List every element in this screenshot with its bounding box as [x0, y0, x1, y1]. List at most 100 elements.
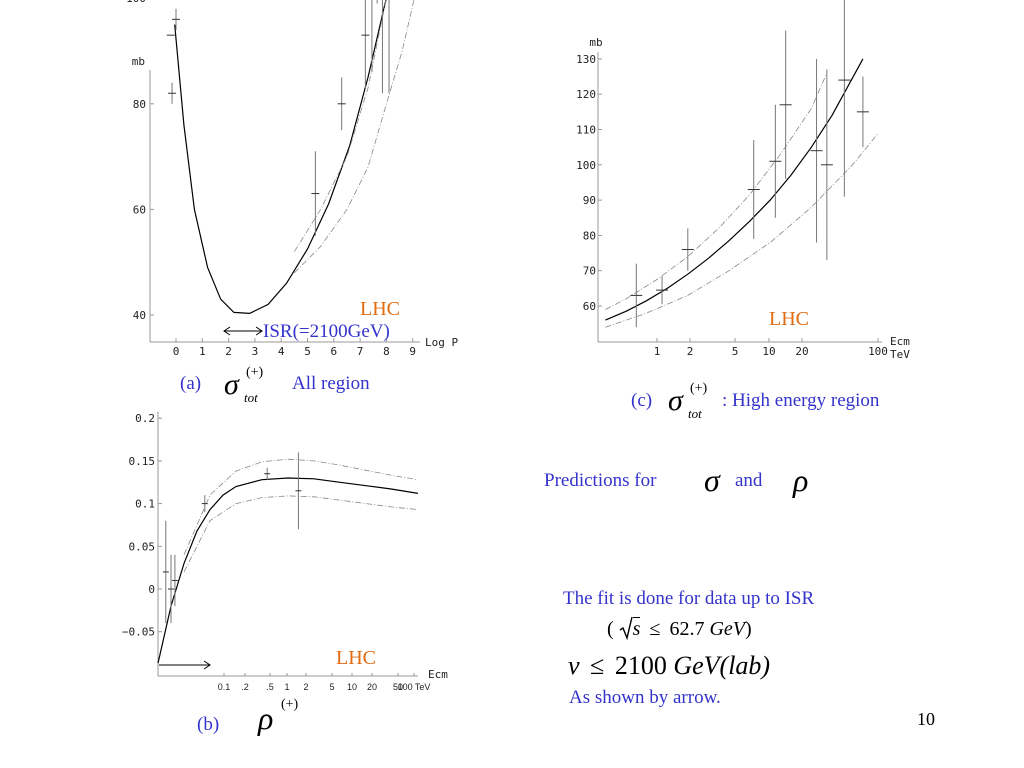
x-tick-label-b: 5: [329, 682, 334, 692]
y-tick-label-c: 110: [576, 124, 596, 137]
nu-symbol: ν: [568, 651, 580, 680]
page-number: 10: [917, 709, 935, 729]
x-tick-label-c: 10: [762, 345, 775, 358]
x-tick-label-a: 9: [409, 345, 416, 358]
x-tick-label-a: 8: [383, 345, 390, 358]
x-tick-label-a: 5: [304, 345, 311, 358]
fit-curve-c: [605, 58, 864, 321]
x-tick-label-a: 0: [173, 345, 180, 358]
y-tick-label-b: −0.05: [122, 626, 155, 639]
y-axis-label-c: mb: [589, 36, 602, 49]
lhc-label-b: LHC: [336, 647, 376, 669]
band-upper-a: [294, 0, 387, 252]
band-lower-a: [294, 0, 415, 274]
x-tick-label-b: .2: [241, 682, 249, 692]
caption-c-suffix: : High energy region: [722, 390, 880, 411]
fit-curve-b: [157, 477, 419, 664]
predictions-for-text: Predictions for: [544, 470, 657, 491]
arrow-head-right-b: [203, 660, 211, 670]
x-axis-label-c: Ecm: [890, 335, 910, 348]
x-tick-label-b: 20: [367, 682, 377, 692]
x-tick-label-b: 1: [284, 682, 289, 692]
band-lower-b: [183, 495, 419, 573]
caption-a-prefix: (a): [180, 373, 202, 394]
y-tick-label-b: 0.2: [135, 412, 155, 425]
as-shown-text: As shown by arrow.: [569, 687, 721, 708]
caption-c-prefix: (c): [631, 390, 653, 411]
and-text: and: [735, 470, 763, 491]
x-tick-label-a: 2: [225, 345, 232, 358]
y-tick-label-c: 90: [583, 194, 596, 207]
sqrt-value: 62.7: [669, 618, 705, 640]
y-axis-label-a: mb: [132, 55, 145, 68]
rho-symbol-b: ρ: [258, 700, 274, 736]
x-tick-label-a: 6: [330, 345, 337, 358]
tot-subscript-c: tot: [688, 406, 702, 421]
y-tick-label-a: 80: [133, 98, 146, 111]
fit-curve-a: [174, 0, 387, 315]
y-tick-label-c: 100: [576, 159, 596, 172]
x-tick-label-b: 100 TeV: [398, 682, 431, 692]
y-tick-label-b: 0: [148, 583, 155, 596]
x-tick-label-c: 1: [654, 345, 661, 358]
gev-unit: GeV: [709, 618, 745, 640]
y-tick-label-c: 130: [576, 53, 596, 66]
band-upper-c: [605, 72, 828, 310]
y-tick-label-b: 0.05: [129, 540, 156, 553]
y-tick-label-b: 0.1: [135, 498, 155, 511]
plus-superscript-a: (+): [246, 365, 264, 380]
x-axis-unit-c: TeV: [890, 348, 910, 361]
x-tick-label-c: 2: [687, 345, 694, 358]
x-axis-label-a: Log P: [425, 336, 458, 349]
isr-label: ISR(=2100GeV): [263, 321, 390, 342]
band-lower-c: [605, 132, 879, 328]
gev-unit-nu: GeV: [673, 651, 720, 680]
sigma-symbol-predictions: σ: [704, 462, 720, 498]
x-tick-label-c: 5: [732, 345, 739, 358]
x-tick-label-a: 4: [278, 345, 285, 358]
plus-superscript-b: (+): [281, 697, 299, 712]
lhc-label-c: LHC: [769, 308, 809, 330]
nu-value: 2100: [614, 651, 667, 680]
sigma-symbol-a: σ: [224, 368, 239, 401]
arrow-head-right-a: [255, 326, 263, 336]
y-tick-label-c: 70: [583, 265, 596, 278]
lhc-label-a: LHC: [360, 298, 400, 320]
y-tick-label-c: 80: [583, 229, 596, 242]
le-symbol: ≤: [649, 618, 661, 640]
sqrt-s-variable: s: [632, 617, 641, 640]
x-tick-label-b: .5: [266, 682, 274, 692]
x-tick-label-b: 10: [347, 682, 357, 692]
x-tick-label-a: 3: [252, 345, 259, 358]
arrow-head-left-a: [223, 326, 231, 336]
sqrt-close-paren: ): [745, 618, 752, 640]
rho-symbol-predictions: ρ: [793, 462, 809, 498]
x-tick-label-a: 1: [199, 345, 206, 358]
x-tick-label-b: 2: [303, 682, 308, 692]
le-symbol-nu: ≤: [590, 651, 605, 680]
band-upper-b: [183, 458, 419, 555]
x-tick-label-a: 7: [357, 345, 364, 358]
tot-subscript-a: tot: [244, 390, 258, 405]
y-tick-label-a: 60: [133, 203, 146, 216]
x-tick-label-b: 50: [393, 682, 403, 692]
x-axis-label-b: Ecm: [428, 668, 448, 681]
y-tick-label-c: 120: [576, 88, 596, 101]
plus-superscript-c: (+): [690, 381, 708, 396]
y-tick-label-c: 60: [583, 300, 596, 313]
sqrt-s-condition: ( s ≤ 62.7 GeV): [607, 616, 752, 641]
y-tick-label-a: 40: [133, 309, 146, 322]
y-tick-label-a: 100: [126, 0, 146, 5]
sqrt-open-paren: (: [607, 618, 614, 640]
x-tick-label-c: 20: [795, 345, 808, 358]
sigma-symbol-c: σ: [668, 384, 683, 417]
lab-text: (lab): [719, 651, 771, 680]
y-tick-label-b: 0.15: [129, 455, 156, 468]
x-tick-label-c: 100: [868, 345, 888, 358]
nu-condition: ν ≤ 2100 GeV(lab): [568, 651, 770, 681]
caption-b-prefix: (b): [197, 714, 220, 735]
fit-description-text: The fit is done for data up to ISR: [563, 588, 815, 609]
sqrt-icon: [619, 616, 633, 641]
x-tick-label-b: 0.1: [218, 682, 231, 692]
